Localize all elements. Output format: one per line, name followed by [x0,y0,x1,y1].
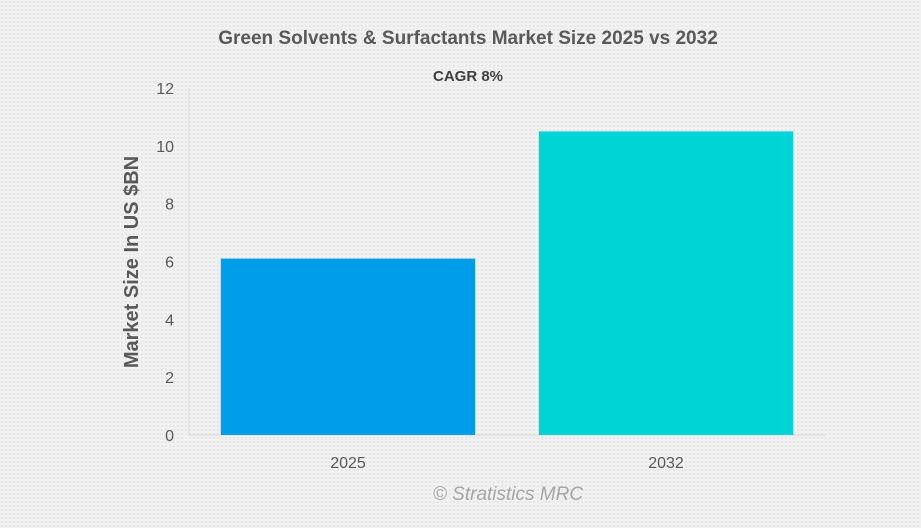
x-axis-labels: 2025 2032 [330,455,684,472]
y-axis-title: Market Size In US $BN [121,156,143,368]
y-tick-label: 8 [165,197,174,214]
y-tick-label: 2 [165,370,174,387]
x-tick-label-2025: 2025 [330,455,366,472]
bar-2032 [538,131,794,435]
bar-2025 [220,258,476,435]
y-tick-label: 6 [165,255,174,272]
y-tick-label: 10 [156,139,174,156]
watermark-text: © Stratistics MRC [433,484,583,505]
chart-title: Green Solvents & Surfactants Market Size… [218,28,718,49]
y-tick-label: 4 [165,312,174,329]
y-tick-label: 12 [156,81,174,98]
x-tick-label-2032: 2032 [648,455,684,472]
bars-group [220,131,794,435]
y-tick-label: 0 [165,428,174,445]
y-axis-ticks: 0 2 4 6 8 10 12 [156,81,174,445]
chart-subtitle: CAGR 8% [433,68,503,85]
